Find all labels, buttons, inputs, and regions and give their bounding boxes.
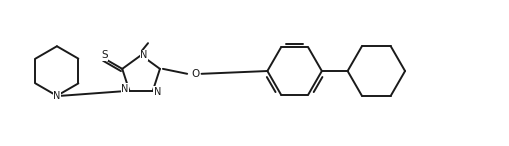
Text: N: N bbox=[153, 87, 160, 97]
Text: N: N bbox=[140, 50, 148, 60]
Text: N: N bbox=[121, 84, 128, 94]
Text: N: N bbox=[53, 91, 61, 101]
Text: S: S bbox=[101, 50, 107, 60]
Text: O: O bbox=[190, 69, 199, 79]
